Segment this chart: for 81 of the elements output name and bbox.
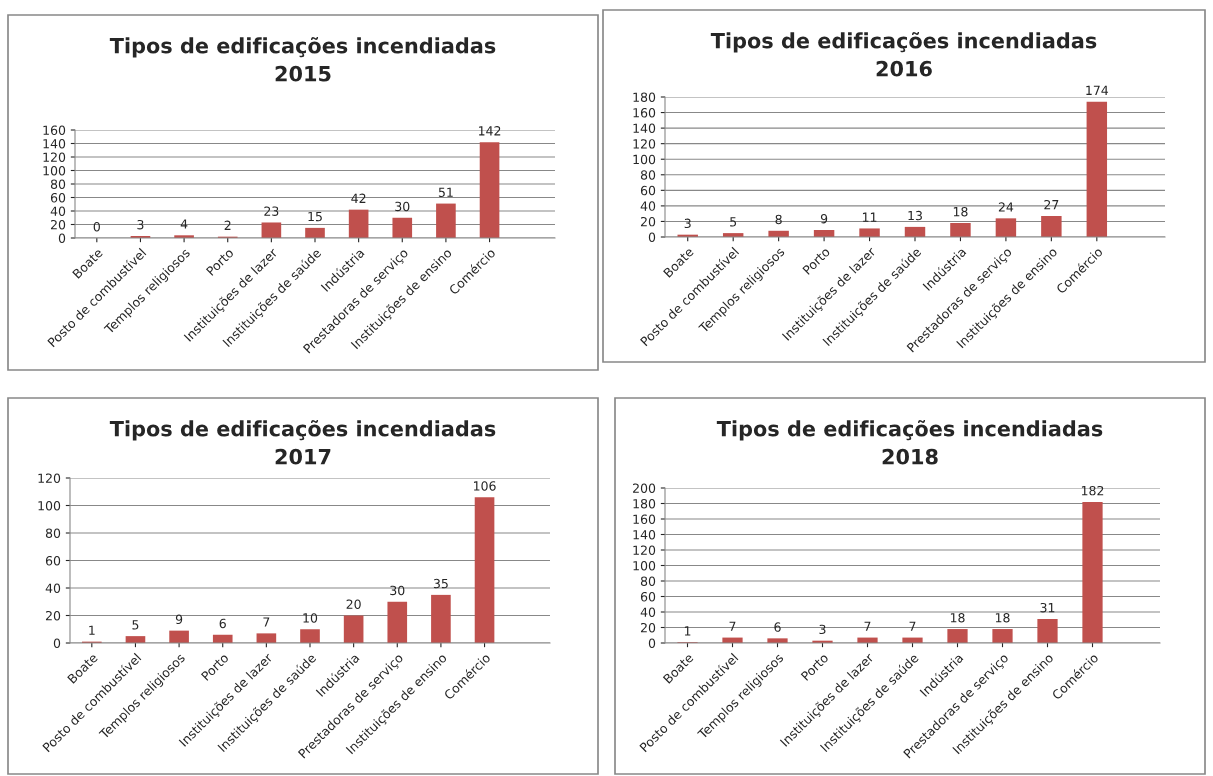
y-tick-label: 40 [640,201,656,211]
data-label: 9 [175,614,183,625]
chart-title: Tipos de edificações incendiadas 2015 [109,37,496,82]
data-label: 142 [478,126,501,136]
y-tick-label: 20 [45,610,61,621]
data-label: 6 [219,618,226,629]
y-tick-label: 160 [43,125,66,135]
data-label: 18 [950,613,965,623]
chart-title: Tipos de edificações incendiadas 2018 [716,420,1103,465]
y-tick-label: 80 [45,528,61,538]
data-label: 8 [775,214,782,225]
data-label: 18 [953,206,968,217]
y-tick-label: 80 [640,576,656,586]
data-label: 6 [774,622,781,632]
y-tick-label: 0 [53,638,61,648]
data-label: 3 [819,624,826,635]
data-label: 7 [864,621,871,631]
y-tick-label: 160 [633,514,656,524]
data-label: 3 [684,218,691,229]
data-label: 5 [730,217,737,227]
data-label: 30 [390,585,405,596]
data-label: 18 [995,613,1010,623]
data-label: 30 [395,201,410,212]
y-tick-label: 80 [640,170,656,180]
data-label: 1 [684,626,691,636]
data-label: 11 [862,212,877,222]
y-tick-label: 60 [640,185,656,196]
y-tick-label: 140 [633,123,656,134]
data-label: 3 [137,219,144,230]
y-tick-label: 140 [633,529,656,540]
chart-title: Tipos de edificações incendiadas 2017 [109,420,496,465]
chart-title: Tipos de edificações incendiadas 2016 [710,32,1097,77]
data-label: 31 [1040,602,1055,613]
data-label: 23 [264,206,279,216]
y-tick-label: 0 [648,638,656,648]
y-tick-label: 140 [43,138,66,149]
data-label: 15 [308,212,322,222]
data-label: 51 [438,187,453,197]
y-tick-label: 60 [50,192,66,203]
y-tick-label: 0 [58,233,66,243]
y-tick-label: 40 [50,206,66,216]
y-tick-label: 120 [43,152,66,162]
y-tick-label: 160 [633,108,656,118]
y-tick-label: 120 [633,545,656,555]
y-tick-label: 40 [640,607,656,617]
y-tick-label: 100 [633,154,656,165]
y-tick-label: 120 [633,139,656,149]
data-label: 10 [303,613,318,623]
data-label: 7 [263,617,270,627]
data-label: 27 [1044,199,1059,210]
data-label: 42 [351,193,366,203]
y-tick-label: 40 [45,583,61,593]
y-tick-label: 100 [43,165,66,176]
data-label: 9 [820,213,828,224]
y-tick-label: 100 [38,500,61,511]
y-tick-label: 80 [50,179,66,189]
data-label: 35 [433,578,448,589]
data-label: 0 [93,221,100,232]
data-label: 13 [908,210,922,221]
data-label: 24 [998,202,1014,212]
y-tick-label: 0 [648,232,656,242]
data-label: 7 [909,621,916,631]
y-tick-label: 200 [633,483,656,493]
y-tick-label: 180 [633,498,656,509]
y-tick-label: 20 [640,622,656,633]
y-tick-label: 100 [633,560,656,571]
y-tick-label: 60 [45,555,61,566]
y-tick-label: 60 [640,591,656,602]
data-label: 4 [180,219,188,229]
y-tick-label: 180 [633,92,656,102]
data-label: 174 [1086,85,1109,95]
y-tick-label: 20 [50,219,66,230]
data-label: 106 [473,481,496,491]
y-tick-label: 120 [38,473,61,483]
data-label: 5 [132,620,139,630]
data-label: 7 [729,621,736,631]
data-label: 182 [1081,485,1104,496]
y-tick-label: 20 [640,216,656,227]
data-label: 2 [224,220,231,230]
data-label: 1 [89,625,95,635]
data-label: 20 [346,599,361,609]
